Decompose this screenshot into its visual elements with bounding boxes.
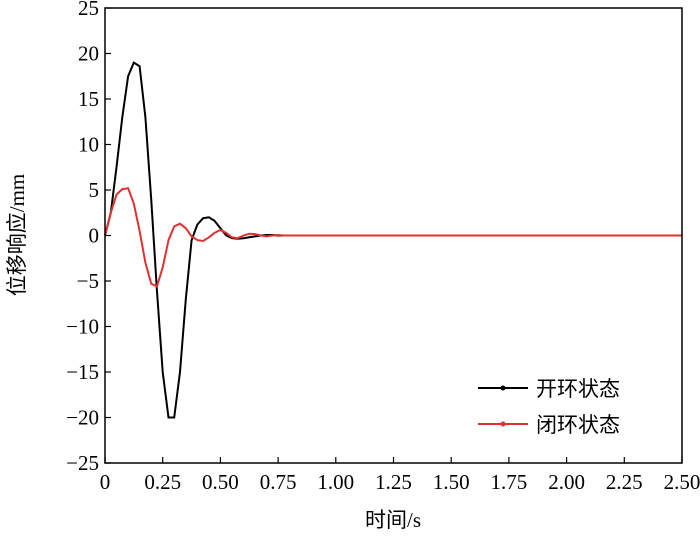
y-tick-label: −15 (66, 360, 99, 384)
x-tick-label: 2.50 (664, 470, 700, 494)
y-tick-label: 10 (78, 133, 99, 157)
y-tick-label: 25 (78, 0, 99, 20)
legend-marker (500, 385, 506, 391)
y-tick-label: −10 (66, 315, 99, 339)
series-line (104, 61, 682, 419)
series-line (104, 187, 682, 288)
x-tick-label: 2.25 (606, 470, 643, 494)
x-tick-label: 0.50 (202, 470, 239, 494)
legend-label: 开环状态 (536, 377, 620, 401)
x-tick-label: 2.00 (548, 470, 585, 494)
x-tick-label: 1.00 (317, 470, 354, 494)
y-tick-label: −5 (77, 269, 99, 293)
plot-frame (104, 7, 683, 464)
x-tick-label: 0 (100, 470, 111, 494)
legend-label: 闭环状态 (536, 413, 620, 437)
y-tick-label: 5 (89, 178, 100, 202)
x-tick-label: 0.25 (144, 470, 181, 494)
y-tick-label: 0 (89, 224, 100, 248)
x-tick-label: 1.25 (375, 470, 412, 494)
x-tick-label: 1.50 (433, 470, 470, 494)
y-tick-label: −25 (66, 451, 99, 475)
x-tick-label: 0.75 (260, 470, 297, 494)
y-tick-label: −20 (66, 406, 99, 430)
legend-marker (500, 421, 506, 427)
y-tick-label: 20 (78, 42, 99, 66)
y-tick-label: 15 (78, 87, 99, 111)
x-axis-label: 时间/s (365, 508, 421, 532)
y-axis-label: 位移响应/mm (5, 174, 29, 297)
x-tick-label: 1.75 (491, 470, 528, 494)
